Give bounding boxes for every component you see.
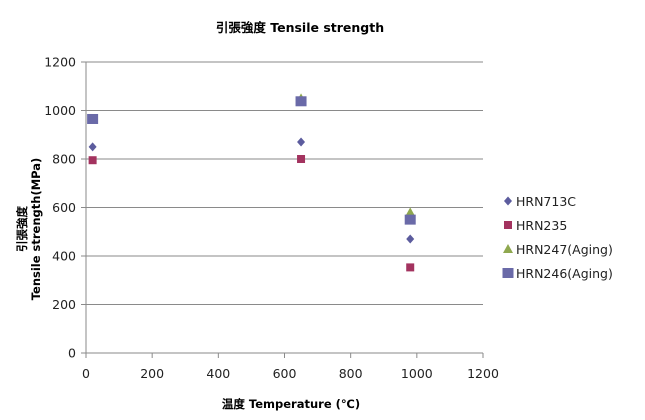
legend: HRN713C HRN235 HRN247(Aging) HRN246(Aging)	[502, 194, 613, 281]
y-tick-label-2: 400	[52, 249, 76, 264]
y-tick-label-6: 1200	[44, 55, 76, 70]
x-tick-label-4: 800	[339, 366, 363, 381]
point-hrn235-2	[406, 263, 415, 272]
x-tick-labels: 0 200 400 600 800 1000 1200	[82, 366, 499, 381]
y-tick-label-1: 200	[52, 297, 76, 312]
x-tick-label-1: 200	[140, 366, 164, 381]
y-tick-labels: 0 200 400 600 800 1000 1200	[44, 55, 76, 361]
x-tick-label-3: 600	[273, 366, 297, 381]
point-hrn247-aging--2	[405, 207, 416, 217]
legend-label-2: HRN247(Aging)	[516, 242, 613, 257]
y-axis-label-line2: Tensile strength(MPa)	[29, 158, 43, 301]
y-tick-label-3: 600	[52, 200, 76, 215]
y-tick-label-4: 800	[52, 152, 76, 167]
axes	[81, 61, 484, 358]
point-hrn246-aging--2	[404, 214, 416, 225]
legend-marker-3	[502, 268, 514, 278]
y-axis-label: 引張強度 Tensile strength(MPa)	[15, 158, 43, 301]
x-tick-label-2: 400	[206, 366, 230, 381]
data-points	[87, 93, 416, 272]
point-hrn713c-2	[406, 234, 415, 244]
legend-marker-1	[504, 221, 512, 229]
x-tick-label-5: 1000	[401, 366, 433, 381]
x-tick-label-0: 0	[82, 366, 90, 381]
gridlines	[86, 61, 483, 305]
point-hrn246-aging--1	[295, 96, 307, 107]
legend-marker-0	[504, 196, 512, 206]
legend-label-1: HRN235	[516, 218, 567, 233]
point-hrn713c-0	[88, 142, 97, 152]
point-hrn713c-1	[297, 137, 306, 147]
point-hrn235-1	[297, 155, 306, 163]
y-tick-label-0: 0	[68, 346, 76, 361]
point-hrn235-0	[88, 156, 97, 165]
x-axis-label: 温度 Temperature (℃)	[222, 397, 360, 411]
y-tick-label-5: 1000	[44, 103, 76, 118]
legend-label-0: HRN713C	[516, 194, 576, 209]
point-hrn246-aging--0	[87, 113, 99, 124]
legend-label-3: HRN246(Aging)	[516, 266, 613, 281]
legend-marker-2	[503, 244, 513, 253]
chart-title: 引張強度 Tensile strength	[216, 20, 384, 35]
y-axis-label-line1: 引張強度	[15, 206, 29, 252]
x-tick-label-6: 1200	[467, 366, 499, 381]
